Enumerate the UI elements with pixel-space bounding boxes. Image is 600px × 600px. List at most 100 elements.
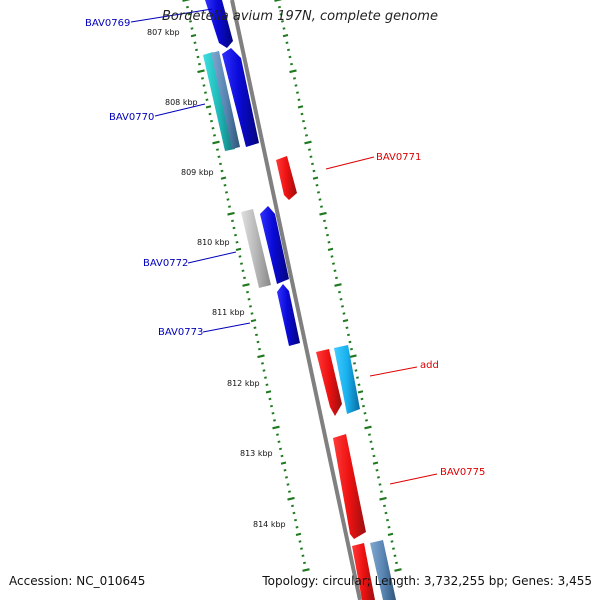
left-tick [210, 119, 213, 123]
left-tick [213, 134, 216, 137]
right-tick [332, 262, 335, 265]
gene-bav0772[interactable] [241, 209, 271, 288]
leader-bav0771 [325, 156, 375, 170]
right-tick [312, 169, 316, 173]
right-tick [323, 219, 326, 223]
right-tick [339, 297, 343, 301]
map-title: Bordetella avium 197N, complete genome [162, 9, 438, 24]
leader-bav0773 [202, 322, 251, 333]
gene-bottom-steel[interactable] [370, 540, 396, 600]
scale-labels: 807 kbp 808 kbp 809 kbp 810 kbp 811 kbp … [147, 26, 286, 529]
gene-bav0770-pair[interactable] [211, 51, 240, 149]
gene-bav0770-blue[interactable] [222, 48, 259, 147]
right-tick [384, 511, 388, 515]
gene-labels: BAV0769 BAV0770 BAV0771 BAV0772 BAV0773 … [85, 18, 485, 478]
right-tick [303, 126, 307, 130]
right-tick [390, 540, 394, 543]
right-tick [350, 347, 353, 351]
left-tick [197, 69, 205, 74]
gene-bav0771[interactable] [276, 156, 297, 200]
right-tick [360, 397, 364, 401]
scale-ticks-right [274, 0, 402, 572]
left-tick [271, 411, 275, 415]
right-tick [330, 255, 334, 258]
left-tick [261, 362, 264, 365]
left-tick [268, 397, 272, 401]
right-tick [282, 34, 289, 38]
right-tick [342, 319, 349, 323]
left-tick [223, 183, 227, 187]
left-tick [258, 347, 261, 351]
label-add[interactable]: add [420, 360, 439, 371]
right-tick [279, 12, 283, 16]
right-tick [282, 27, 286, 30]
left-tick [270, 404, 273, 408]
left-tick [287, 496, 295, 501]
gene-bav0775[interactable] [333, 434, 366, 539]
right-tick [378, 483, 382, 486]
left-tick [198, 62, 201, 66]
gene-add[interactable] [334, 345, 360, 414]
right-tick [347, 333, 350, 337]
label-bav0769[interactable]: BAV0769 [85, 18, 130, 29]
leader-add [369, 366, 418, 377]
scale-label-813: 813 kbp [240, 449, 273, 458]
left-tick [279, 447, 282, 451]
left-tick [220, 169, 224, 173]
right-tick [377, 476, 380, 479]
scale-label-814: 814 kbp [253, 520, 286, 529]
left-tick [217, 155, 221, 159]
right-tick [297, 98, 301, 102]
right-tick [334, 283, 342, 287]
right-tick [356, 376, 359, 379]
right-tick [293, 77, 296, 80]
left-tick [291, 504, 294, 508]
left-tick [205, 105, 212, 109]
right-tick [296, 91, 299, 94]
left-tick [262, 369, 266, 372]
left-tick [246, 290, 249, 294]
label-bav0772[interactable]: BAV0772 [143, 258, 188, 269]
gene-bottom-red[interactable] [352, 543, 375, 600]
right-tick [317, 191, 320, 194]
left-tick [240, 262, 243, 265]
right-tick [383, 504, 386, 508]
label-bav0770[interactable]: BAV0770 [109, 112, 154, 123]
label-bav0771[interactable]: BAV0771 [376, 152, 421, 163]
left-tick [292, 511, 296, 515]
left-tick [186, 5, 189, 9]
right-tick [393, 554, 397, 558]
right-tick [353, 362, 356, 365]
left-tick [216, 148, 219, 151]
left-tick [231, 219, 234, 223]
accession-text: Accession: NC_010645 [9, 574, 146, 588]
right-tick [305, 134, 308, 137]
right-tick [387, 525, 391, 529]
right-tick [312, 176, 319, 180]
left-tick [228, 205, 231, 208]
gene-red-pre-add[interactable] [316, 349, 342, 416]
left-tick [294, 518, 297, 522]
gene-bav0770[interactable] [203, 52, 235, 151]
label-bav0773[interactable]: BAV0773 [158, 327, 203, 338]
right-tick [387, 532, 394, 536]
right-tick [326, 233, 329, 237]
left-tick [219, 162, 222, 166]
right-tick [308, 148, 311, 151]
gene-bav0769[interactable] [205, 0, 233, 48]
label-bav0775[interactable]: BAV0775 [440, 467, 485, 478]
left-tick [211, 126, 215, 130]
left-tick [265, 390, 272, 394]
right-tick [327, 247, 334, 251]
left-tick [272, 425, 280, 430]
scale-label-807: 807 kbp [147, 28, 180, 37]
left-tick [242, 283, 250, 287]
scale-ticks-left [182, 0, 310, 572]
right-tick [395, 561, 398, 565]
right-tick [349, 354, 357, 359]
gene-bav0773[interactable] [277, 284, 300, 346]
right-tick [371, 447, 374, 451]
gene-bav0772-blue[interactable] [260, 206, 289, 284]
scale-label-808: 808 kbp [165, 98, 198, 107]
right-tick [290, 62, 293, 66]
